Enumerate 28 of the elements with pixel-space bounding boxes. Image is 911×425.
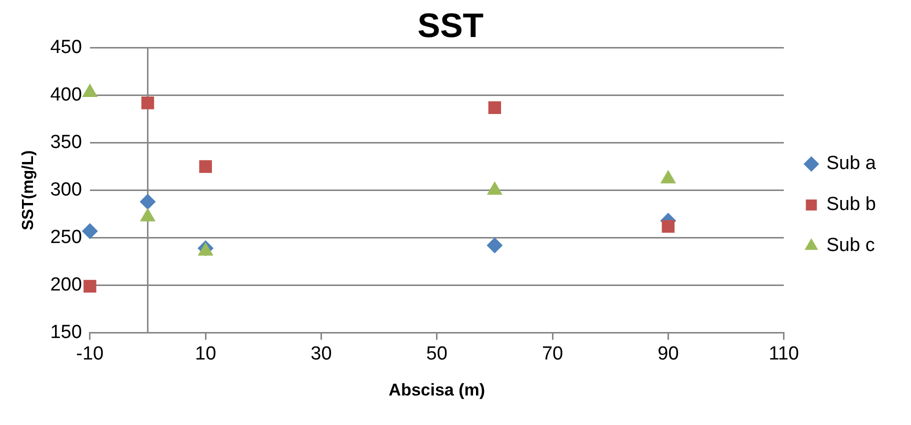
legend-label: Sub b <box>826 194 876 216</box>
x-tick-label: -10 <box>76 343 104 364</box>
chart-title: SST <box>417 6 484 45</box>
y-axis-title: SST(mg/L) <box>20 150 38 230</box>
legend-label: Sub c <box>826 235 875 256</box>
y-tick-label: 200 <box>50 274 82 296</box>
point <box>199 160 212 173</box>
x-tick-label: 90 <box>658 343 679 364</box>
x-axis-title: Abscisa (m) <box>388 380 486 400</box>
legend-label: Sub a <box>826 153 876 174</box>
point <box>488 101 502 114</box>
point <box>662 220 675 233</box>
y-tick-label: 250 <box>50 227 82 248</box>
y-tick-label: 450 <box>50 37 82 58</box>
point <box>486 237 503 254</box>
x-tick-label: 50 <box>426 343 448 364</box>
point <box>84 280 96 293</box>
x-tick-label: 70 <box>542 343 564 364</box>
point <box>141 96 154 110</box>
y-tick-label: 300 <box>50 180 82 201</box>
x-tick-label: 30 <box>310 343 332 364</box>
y-tick-label: 400 <box>50 84 82 106</box>
point <box>82 223 98 240</box>
y-tick-label: 350 <box>50 132 82 154</box>
y-tick-label: 150 <box>50 322 82 344</box>
x-tick-label: 110 <box>768 343 799 364</box>
point <box>140 194 156 210</box>
x-tick-label: 10 <box>194 343 216 364</box>
